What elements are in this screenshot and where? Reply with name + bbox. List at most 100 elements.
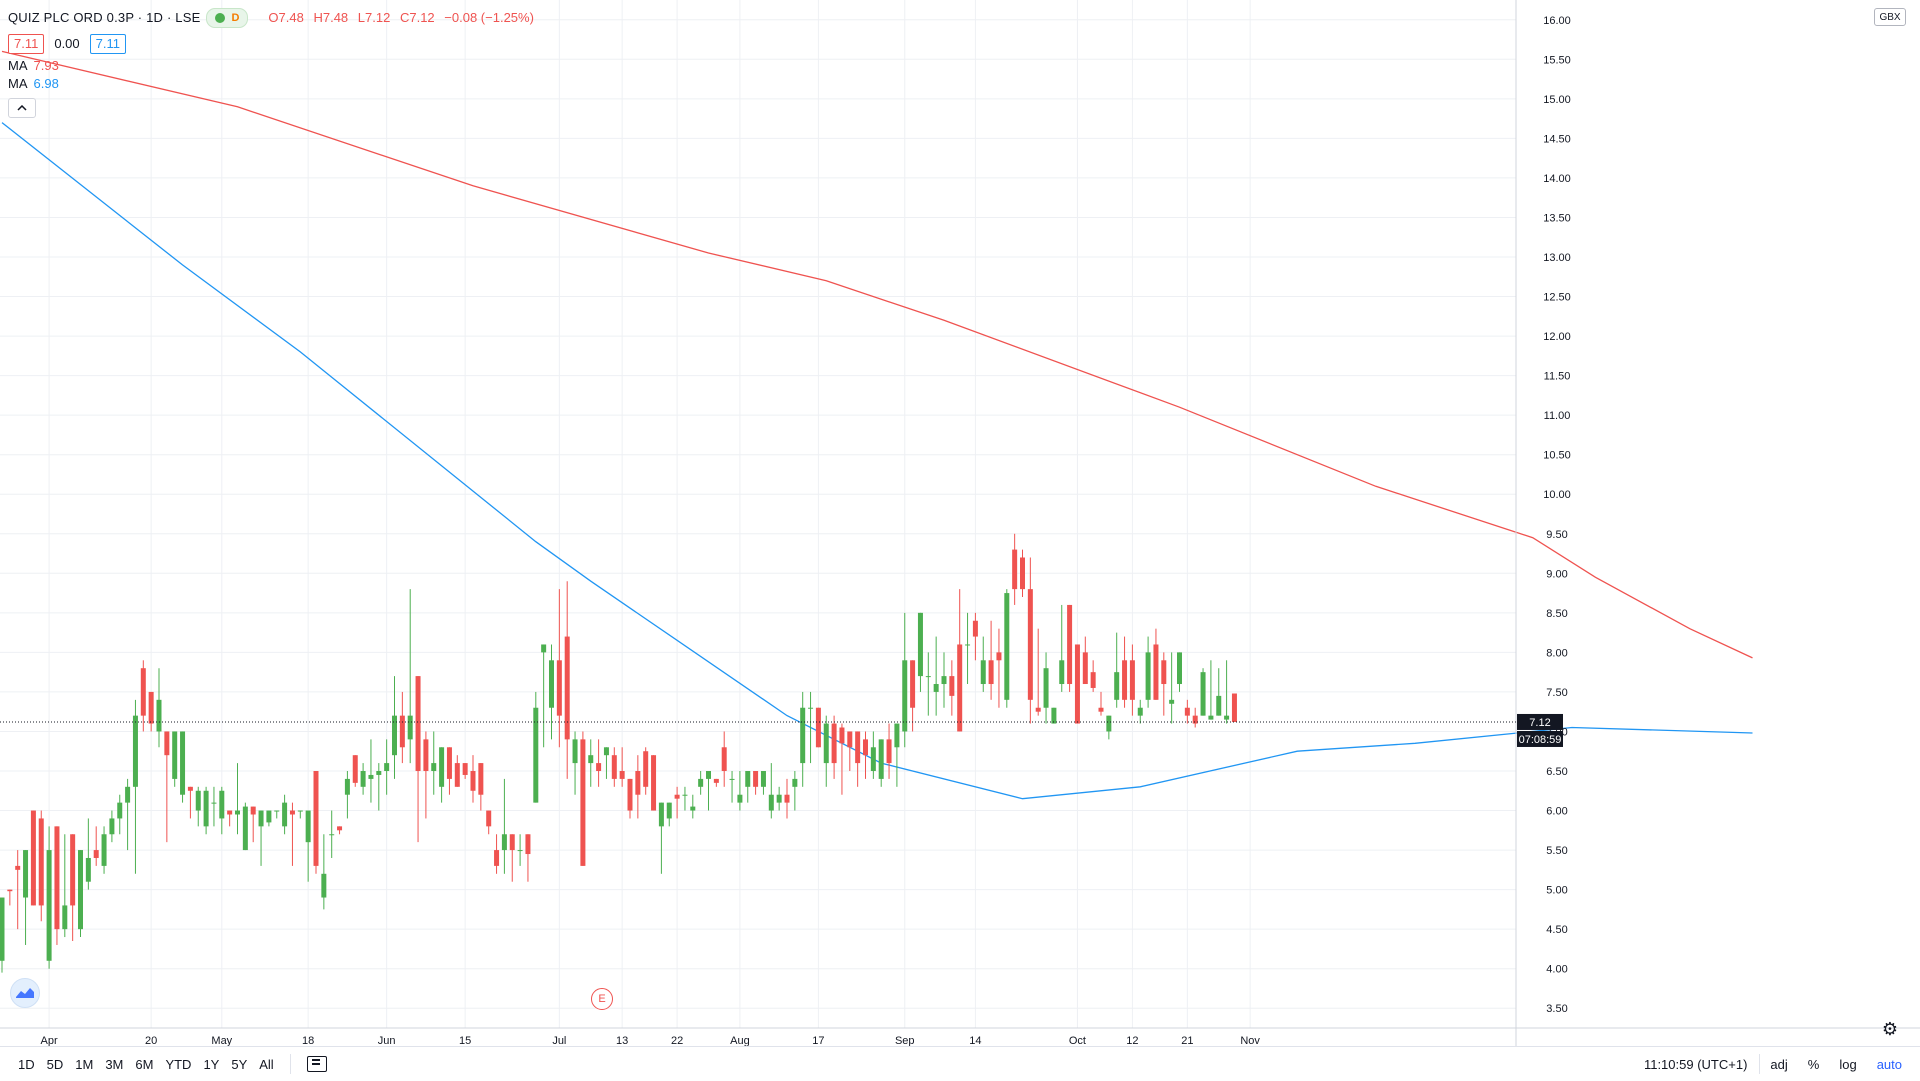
tradingview-logo-icon[interactable]	[10, 978, 40, 1008]
candle-body	[847, 731, 853, 748]
candle-body	[446, 747, 452, 779]
range-button-1y[interactable]: 1Y	[203, 1056, 220, 1072]
auto-scale-toggle[interactable]: auto	[1876, 1056, 1902, 1072]
candle-body	[164, 731, 170, 756]
candle-body	[321, 873, 327, 898]
candlestick-series	[0, 533, 1237, 973]
candle-body	[415, 676, 421, 771]
ma-slow-label[interactable]: MA	[8, 58, 28, 73]
candle-body	[1231, 693, 1237, 722]
price-tick-label: 5.00	[1546, 885, 1567, 897]
ma-fast-label[interactable]: MA	[8, 76, 28, 91]
price-axis[interactable]: 3.504.004.505.005.506.006.507.007.508.00…	[1515, 0, 1571, 1046]
date-range-buttons: 1D 5D 1M 3M 6M YTD 1Y 5Y All	[12, 1053, 280, 1076]
candle-body	[941, 676, 947, 685]
candle-body	[556, 660, 562, 716]
range-button-5y[interactable]: 5Y	[231, 1056, 248, 1072]
candle-body	[1145, 652, 1151, 700]
candle-body	[1067, 604, 1073, 685]
candle-body	[588, 755, 594, 764]
time-tick-label: Oct	[1069, 1035, 1086, 1047]
candle-body	[1208, 715, 1214, 720]
candle-body	[713, 778, 719, 783]
candle-body	[957, 644, 963, 732]
time-axis[interactable]: Apr 20 May 18 Jun 15 Jul 13 22 Aug 17 Sep 14 Oct 12 21 N…	[0, 1027, 1920, 1047]
candle-body	[1106, 715, 1112, 732]
candle-body	[352, 755, 358, 783]
candle-body	[407, 715, 413, 740]
candle-body	[831, 723, 837, 764]
log-toggle[interactable]: log	[1839, 1056, 1857, 1072]
candle-body	[30, 810, 36, 906]
candle-body	[541, 644, 547, 653]
candle-body	[651, 755, 657, 811]
candle-body	[682, 794, 688, 796]
candle-body	[109, 818, 115, 835]
time-tick-label: May	[211, 1035, 232, 1047]
candle-body	[894, 723, 900, 748]
open-value: O7.48	[268, 10, 304, 25]
candle-body	[125, 786, 131, 803]
candle-body	[1027, 589, 1033, 700]
candle-body	[635, 771, 641, 795]
settings-gear-icon[interactable]: ⚙	[1881, 1019, 1899, 1039]
timezone-clock[interactable]: 11:10:59 (UTC+1)	[1643, 1056, 1748, 1072]
candle-body	[266, 810, 272, 823]
range-button-6m[interactable]: 6M	[135, 1056, 154, 1072]
candle-body	[337, 826, 343, 831]
candle-body	[988, 660, 994, 685]
candle-body	[46, 850, 52, 961]
range-button-3m[interactable]: 3M	[105, 1056, 124, 1072]
percent-toggle[interactable]: %	[1807, 1056, 1820, 1072]
go-to-date-icon[interactable]	[306, 1056, 327, 1072]
candle-body	[1035, 707, 1041, 712]
candle-body	[792, 778, 798, 787]
change-value: −0.08 (−1.25%)	[444, 10, 534, 25]
sell-price-button[interactable]: 7.11	[8, 34, 45, 54]
candle-body	[768, 794, 774, 811]
candle-body	[258, 810, 264, 827]
price-tick-label: 11.50	[1544, 371, 1571, 383]
range-button-ytd[interactable]: YTD	[165, 1056, 192, 1072]
range-button-1d[interactable]: 1D	[18, 1056, 35, 1072]
range-button-5d[interactable]: 5D	[46, 1056, 64, 1072]
candle-body	[925, 676, 931, 678]
wave-icon	[16, 988, 34, 998]
candle-body	[674, 794, 680, 799]
time-tick-label: 17	[812, 1035, 824, 1047]
price-tick-label: 12.00	[1543, 331, 1571, 343]
time-tick-label: 18	[302, 1035, 314, 1047]
candle-body	[101, 834, 107, 866]
symbol-title[interactable]: QUIZ PLC ORD 0.3P · 1D · LSE	[8, 10, 201, 25]
candle-body	[1224, 715, 1230, 720]
candle-body	[431, 763, 437, 771]
candle-body	[839, 727, 845, 744]
price-tick-label: 4.00	[1546, 964, 1567, 976]
candle-body	[886, 739, 892, 764]
earnings-marker[interactable]: E	[591, 988, 613, 1010]
candle-body	[494, 850, 500, 866]
candle-body	[1137, 707, 1143, 716]
chart-legend: QUIZ PLC ORD 0.3P · 1D · LSE D O7.48 H7.…	[8, 8, 540, 118]
range-button-1m[interactable]: 1M	[75, 1056, 94, 1072]
time-tick-label: Jul	[552, 1035, 566, 1047]
buy-price-button[interactable]: 7.11	[89, 34, 126, 54]
currency-badge[interactable]: GBX	[1874, 8, 1906, 26]
candle-body	[611, 755, 617, 779]
candle-body	[706, 771, 711, 779]
candle-body	[156, 699, 162, 732]
candle-body	[745, 771, 751, 787]
candle-body	[1200, 672, 1206, 716]
collapse-legend-button[interactable]	[8, 98, 36, 118]
price-tick-label: 12.50	[1543, 292, 1571, 304]
candle-body	[274, 810, 280, 812]
adj-toggle[interactable]: adj	[1770, 1056, 1788, 1072]
candle-body	[1051, 707, 1057, 724]
candle-body	[1074, 644, 1080, 724]
range-button-all[interactable]: All	[259, 1056, 274, 1072]
toolbar-divider	[289, 1054, 291, 1074]
market-status-pill[interactable]: D	[206, 8, 249, 28]
candle-body	[250, 806, 256, 815]
chart-grid	[0, 0, 1516, 1028]
